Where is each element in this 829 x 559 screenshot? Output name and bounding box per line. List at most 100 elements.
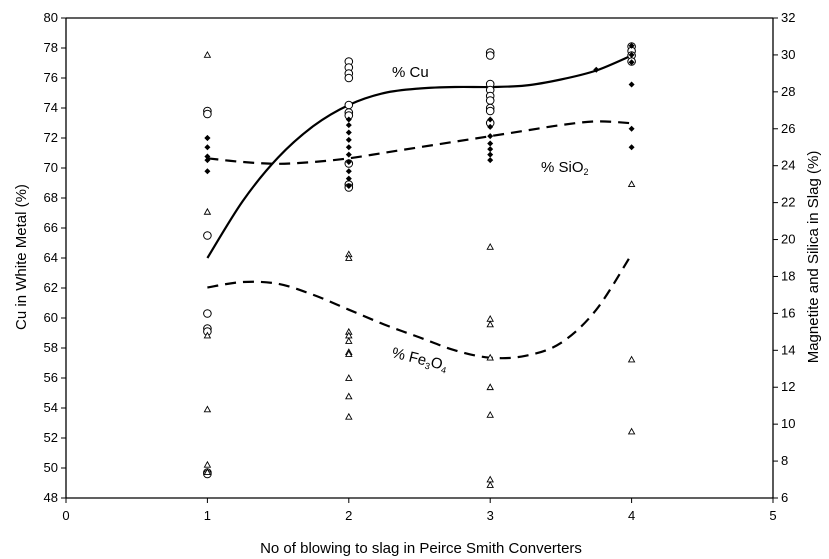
sio2-data-point <box>487 123 494 130</box>
sio2-data-point <box>345 144 352 151</box>
cu-data-point <box>485 106 495 116</box>
right-tick-label: 32 <box>781 10 795 25</box>
sio2-data-point <box>345 159 352 165</box>
left-tick-label: 52 <box>44 430 58 445</box>
left-tick-label: 58 <box>44 340 58 355</box>
sio2-data-point <box>628 42 635 49</box>
fe3o4-data-point <box>203 405 212 413</box>
data-points <box>203 42 636 488</box>
fe3o4-data-point <box>627 427 636 435</box>
x-tick-label: 3 <box>487 508 494 523</box>
fe3o4-data-point <box>627 355 636 363</box>
fe3o4-data-point <box>345 392 353 400</box>
sio2-data-point <box>593 66 600 73</box>
left-tick-label: 66 <box>44 220 58 235</box>
right-axis-title: Magnetite and Silica in Slag (%) <box>805 151 822 364</box>
left-tick-label: 62 <box>44 280 58 295</box>
left-tick-label: 56 <box>44 370 58 385</box>
sio2-data-point <box>204 153 211 160</box>
right-tick-label: 24 <box>781 158 795 173</box>
left-axis-title: Cu in White Metal (%) <box>13 184 30 330</box>
right-axis-ticks: 6 8 10 12 14 16 18 20 22 24 26 28 30 32 <box>773 10 795 505</box>
right-tick-label: 6 <box>781 490 788 505</box>
sio2-data-point <box>345 122 352 129</box>
fe3o4-data-point <box>486 314 494 322</box>
x-tick-label: 5 <box>769 508 776 523</box>
left-tick-label: 64 <box>44 250 58 265</box>
fe3o4-data-point <box>627 180 636 188</box>
right-tick-label: 8 <box>781 453 788 468</box>
plot-frame <box>65 17 774 499</box>
cu-data-point <box>344 100 354 110</box>
fe3o4-data-point <box>486 410 494 418</box>
fe3o4-data-point <box>203 468 212 476</box>
fe3o4-data-point <box>203 331 212 339</box>
series-label-sio2: % SiO2 <box>541 159 589 177</box>
fe3o4-fit-line <box>207 253 633 360</box>
sio2-data-point <box>204 157 211 164</box>
sio2-data-point <box>628 81 635 88</box>
sio2-data-point <box>345 136 352 143</box>
x-axis-title: No of blowing to slag in Peirce Smith Co… <box>260 540 582 557</box>
fe3o4-data-point <box>345 350 353 357</box>
sio2-data-point <box>628 51 635 58</box>
sio2-data-point <box>628 59 635 66</box>
sio2-data-point <box>487 146 494 153</box>
sio2-data-point <box>628 144 635 151</box>
x-tick-label: 0 <box>62 508 69 523</box>
sio2-data-point <box>487 140 494 147</box>
right-tick-label: 22 <box>781 195 795 210</box>
left-tick-label: 80 <box>44 10 58 25</box>
fe3o4-data-point <box>345 412 353 420</box>
cu-data-point <box>485 51 495 60</box>
left-tick-label: 76 <box>44 70 58 85</box>
fe3o4-data-point <box>486 242 494 250</box>
right-tick-label: 30 <box>781 47 795 62</box>
sio2-data-point <box>345 175 352 182</box>
x-tick-label: 1 <box>204 508 211 523</box>
fe3o4-data-point <box>203 50 212 58</box>
sio2-data-point <box>487 151 494 158</box>
right-tick-label: 20 <box>781 232 795 247</box>
sio2-data-point <box>204 144 211 151</box>
fe3o4-data-point <box>486 320 494 328</box>
sio2-data-point <box>628 125 635 132</box>
fe3o4-data-point <box>486 353 494 361</box>
cu-data-point <box>203 309 212 318</box>
right-tick-label: 16 <box>781 305 795 320</box>
left-tick-label: 72 <box>44 130 58 145</box>
fe3o4-data-point <box>345 374 353 381</box>
sio2-data-point <box>204 168 211 175</box>
fe3o4-data-point <box>345 254 353 261</box>
trend-lines <box>206 54 633 360</box>
cu-data-point <box>203 109 212 119</box>
left-tick-label: 54 <box>44 400 58 415</box>
right-tick-label: 14 <box>781 342 795 357</box>
sio2-data-point <box>487 116 494 123</box>
sio2-data-point <box>345 183 352 189</box>
fe3o4-data-point <box>203 207 212 215</box>
left-tick-label: 68 <box>44 190 58 205</box>
left-tick-label: 74 <box>44 100 58 115</box>
cu-data-point <box>203 231 212 240</box>
right-tick-label: 12 <box>781 379 795 394</box>
left-tick-label: 60 <box>44 310 58 325</box>
right-tick-label: 10 <box>781 416 795 431</box>
sio2-data-point <box>487 133 494 140</box>
cu-fit-line <box>206 54 633 259</box>
fe3o4-data-point <box>203 460 212 468</box>
right-tick-label: 18 <box>781 268 795 283</box>
series-label-cu: % Cu <box>392 64 429 81</box>
right-tick-label: 28 <box>781 84 795 99</box>
left-axis-ticks: 48 50 52 54 56 58 60 62 64 66 68 70 72 74 76 78 80 <box>44 10 66 505</box>
sio2-data-point <box>345 129 352 136</box>
sio2-data-point <box>345 168 352 175</box>
sio2-data-point <box>345 116 352 123</box>
fe3o4-data-point <box>486 383 494 391</box>
sio2-data-point <box>487 157 494 164</box>
x-axis-ticks: 0 1 2 3 4 5 <box>62 498 777 523</box>
sio2-fit-line <box>207 120 632 165</box>
left-tick-label: 70 <box>44 160 58 175</box>
cu-data-point <box>485 96 495 105</box>
